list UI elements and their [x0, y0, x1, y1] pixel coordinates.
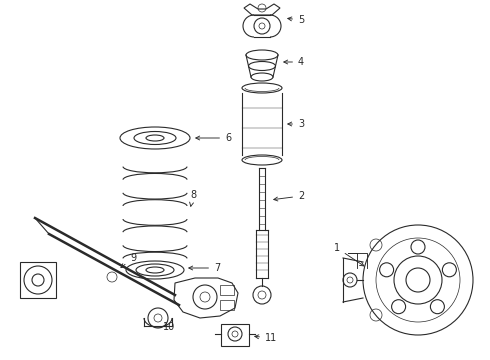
- Text: 1: 1: [334, 243, 364, 266]
- Text: 6: 6: [196, 133, 231, 143]
- Text: 9: 9: [121, 253, 136, 267]
- Bar: [221, 324, 249, 346]
- Text: 10: 10: [163, 322, 175, 332]
- Text: 4: 4: [284, 57, 304, 67]
- Text: 11: 11: [255, 333, 277, 343]
- Bar: [220, 300, 234, 310]
- Text: 8: 8: [190, 190, 196, 206]
- Text: 5: 5: [288, 15, 304, 25]
- Text: 3: 3: [288, 119, 304, 129]
- Text: 2: 2: [274, 191, 304, 201]
- Bar: [220, 285, 234, 295]
- Text: 7: 7: [189, 263, 220, 273]
- Bar: [20, 262, 56, 298]
